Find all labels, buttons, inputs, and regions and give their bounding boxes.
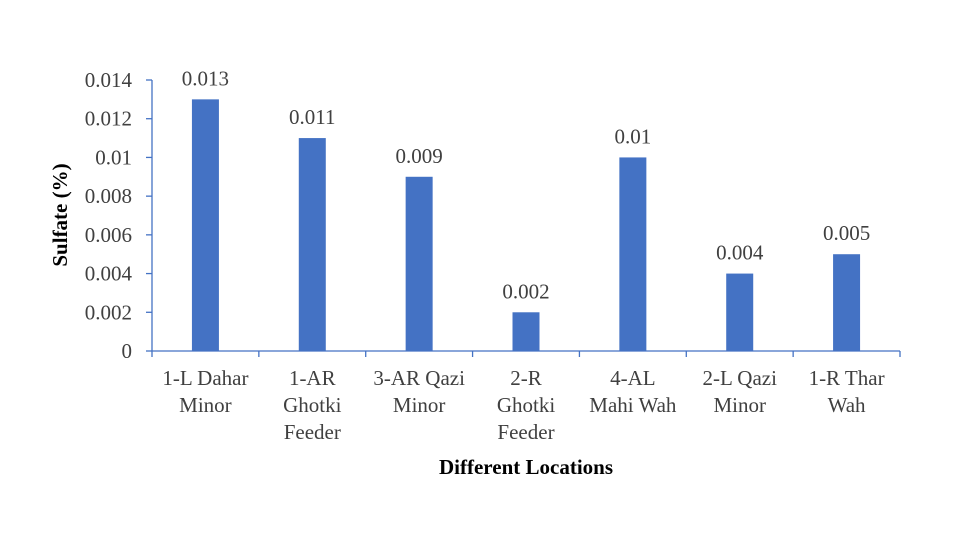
y-tick-label: 0.002 — [85, 300, 132, 324]
y-tick-label: 0.008 — [85, 184, 132, 208]
data-label: 0.009 — [396, 144, 443, 168]
x-tick-label: 4-AL Mahi Wah — [589, 366, 677, 417]
x-axis-title: Different Locations — [439, 455, 613, 479]
y-tick-label: 0.006 — [85, 223, 132, 247]
data-label: 0.01 — [614, 124, 651, 148]
bar — [191, 99, 219, 351]
x-tick-label: 1-L Dahar Minor — [162, 366, 248, 417]
x-tick-label: 3-AR Qazi Minor — [373, 366, 465, 417]
y-tick-label: 0.012 — [85, 107, 132, 131]
bar — [833, 254, 861, 351]
bar — [619, 157, 647, 351]
bar — [726, 273, 754, 351]
y-axis: 0 0.002 0.004 0.006 0.008 0.01 0.012 0.014 — [85, 68, 153, 363]
data-label: 0.005 — [823, 221, 870, 245]
bar — [298, 138, 326, 351]
y-tick-label: 0.014 — [85, 68, 133, 92]
x-tick-label: 2-R Ghotki Feeder — [497, 366, 556, 444]
data-label: 0.011 — [289, 105, 335, 129]
y-tick-label: 0.004 — [85, 262, 133, 286]
x-tick-label: 1-R Thar Wah — [809, 366, 885, 417]
x-tick-label: 1-AR Ghotki Feeder — [283, 366, 342, 444]
x-axis: 1-L Dahar Minor 1-AR Ghotki Feeder 3-AR Qazi M… — [151, 350, 901, 444]
y-tick-label: 0 — [122, 339, 133, 363]
bar-series — [191, 99, 861, 351]
data-label: 0.002 — [502, 279, 549, 303]
data-labels: 0.013 0.011 0.009 0.002 0.01 0.004 0.005 — [182, 66, 870, 303]
bar — [405, 176, 433, 351]
y-tick-label: 0.01 — [95, 145, 132, 169]
x-tick-label: 2-L Qazi Minor — [702, 366, 777, 417]
data-label: 0.013 — [182, 66, 229, 90]
y-axis-title: Sulfate (%) — [48, 163, 72, 266]
data-label: 0.004 — [716, 241, 764, 265]
bar — [512, 312, 540, 351]
